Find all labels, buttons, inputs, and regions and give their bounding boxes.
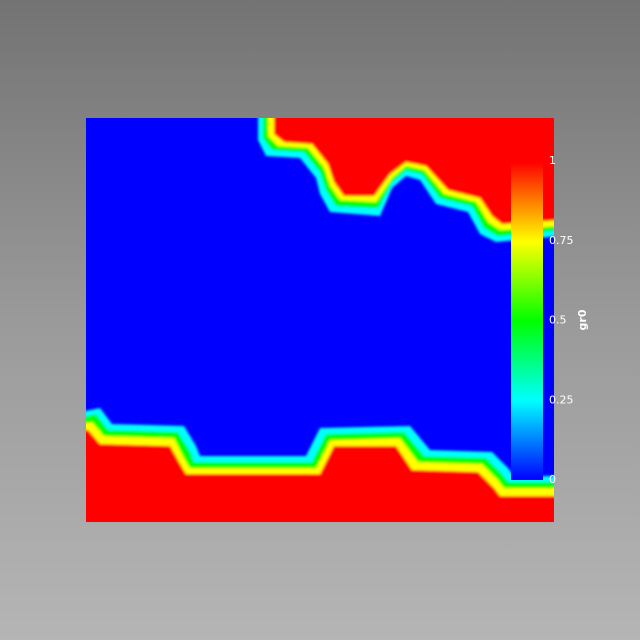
colorbar-tick-label: 0.5 [549,314,567,327]
colorbar-tick-label: 1 [549,154,556,167]
colorbar-tick-label: 0 [549,473,556,486]
colorbar: 0 0.25 0.5 0.75 1 gr0 [511,154,589,486]
top-high-region [274,118,554,224]
top-interface [258,118,554,242]
colorbar-gradient [511,162,543,480]
colorbar-title: gr0 [576,309,589,330]
colorbar-tick-label: 0.75 [549,234,574,247]
colorbar-ticks: 0 0.25 0.5 0.75 1 [549,154,574,486]
bottom-high-region [86,430,554,522]
field-plot [86,118,554,522]
colorbar-tick-label: 0.25 [549,393,574,406]
bottom-interface [86,408,554,522]
